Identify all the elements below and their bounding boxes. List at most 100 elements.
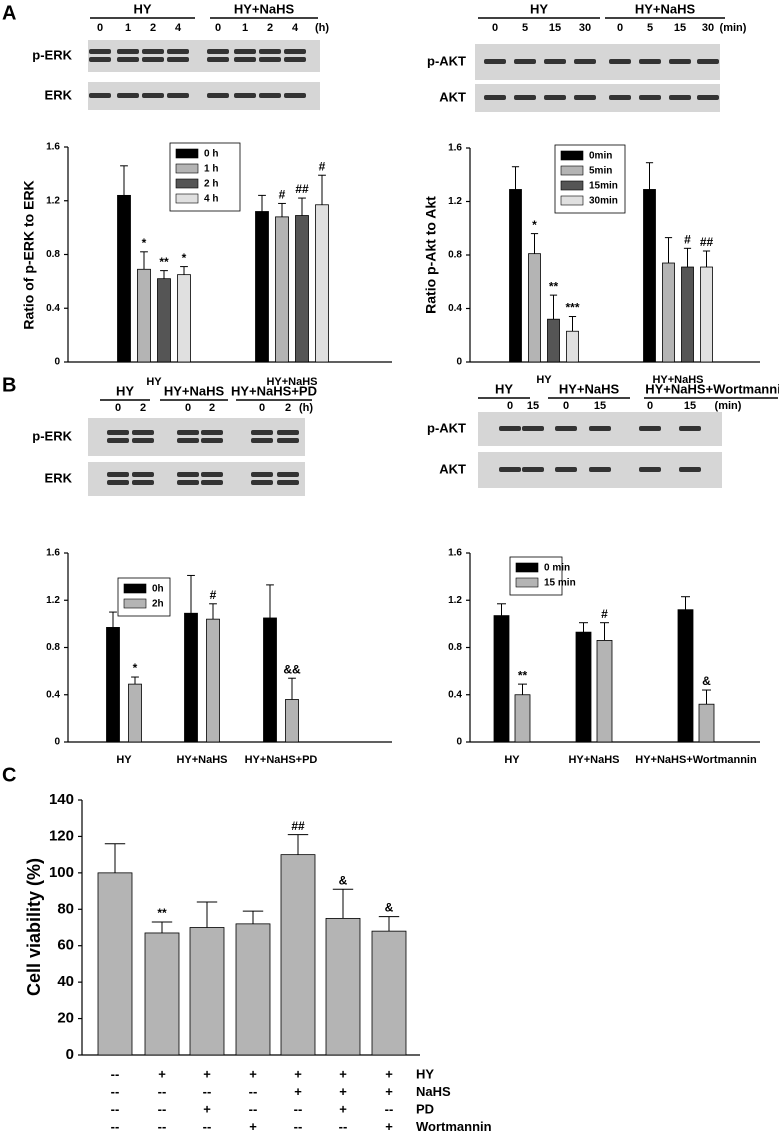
blot-group-label: HY+NaHS+PD [231,383,317,398]
y-tick-label: 1.2 [46,595,60,606]
lane-label: 5 [522,22,528,34]
y-tick-label: 1.6 [46,548,60,559]
lane-label: 2 [267,22,273,34]
legend-swatch [560,150,584,161]
legend-swatch [560,165,584,176]
legend-label: 15 min [544,578,576,589]
blot-band [544,95,566,100]
bar [698,703,715,743]
blot-row-label: p-ERK [32,428,72,443]
significance-label: * [142,236,147,250]
blot-row-label: p-AKT [427,53,466,68]
lane-label: 4 [292,22,299,34]
blot-band [117,49,139,54]
legend-label: 30min [589,196,618,207]
blot-band [201,438,223,443]
bar [643,189,656,363]
blot-band [259,49,281,54]
bar [677,609,694,743]
y-tick-label: 0.4 [46,303,60,314]
bar [325,917,361,1056]
significance-label: # [210,588,217,602]
bar [144,932,180,1056]
x-tick-label: HY [116,754,132,766]
bar [662,262,675,363]
legend-label: 0 h [204,149,218,160]
significance-label: # [684,232,691,246]
treatment-mark: -- [203,1084,212,1099]
significance-label: & [385,901,394,915]
lane-label: 1 [242,22,248,34]
treatment-name: Wortmannin [416,1119,492,1134]
lane-label: 0 [617,22,623,34]
legend-label: 0h [152,584,164,595]
blot-band [639,95,661,100]
blot-band [89,49,111,54]
y-tick-label: 0.8 [46,249,60,260]
lane-unit: (h) [315,22,329,34]
blot-band [522,426,544,431]
treatment-mark: -- [249,1101,258,1116]
blot-band [277,480,299,485]
treatment-name: PD [416,1101,434,1116]
x-tick-label: HY [504,754,520,766]
blot-band [107,438,129,443]
bar [235,923,271,1056]
y-tick-label: 120 [49,827,74,844]
bar [596,640,613,743]
lane-label: 15 [684,400,696,412]
treatment-mark: -- [203,1119,212,1134]
x-tick-label: HY+NaHS+Wortmannin [635,754,757,766]
treatment-mark: -- [158,1119,167,1134]
lane-label: 30 [579,22,591,34]
lane-label: 5 [647,22,653,34]
blot-band [132,472,154,477]
lane-label: 2 [285,402,291,414]
legend-label: 15min [589,181,618,192]
blot-band [589,426,611,431]
significance-label: * [133,661,138,675]
treatment-mark: + [294,1066,302,1081]
bar [137,268,151,363]
legend-swatch [175,148,199,159]
bar [106,627,120,743]
blot-band [669,59,691,64]
lane-label: 0 [563,400,569,412]
treatment-mark: -- [339,1119,348,1134]
y-axis-label: Ratio of p-ERK to ERK [21,180,37,329]
blot-group-label: HY+NaHS [234,1,295,16]
legend-label: 0min [589,151,612,162]
blot-image [88,40,320,72]
bar [206,618,220,743]
blot-band [251,472,273,477]
bar [255,211,269,363]
treatment-mark: + [203,1066,211,1081]
y-axis-label: Ratio p-Akt to Akt [423,196,439,314]
lane-unit: (h) [299,402,313,414]
blot-band [499,426,521,431]
y-tick-label: 60 [57,937,74,954]
bar [189,927,225,1056]
y-tick-label: 0 [54,737,60,748]
blot-band [107,430,129,435]
legend-label: 1 h [204,164,218,175]
legend-swatch [515,577,539,588]
lane-label: 2 [150,22,156,34]
y-tick-label: 1.2 [46,195,60,206]
blot-band [679,467,701,472]
bar [493,615,510,743]
blot-band [574,95,596,100]
y-tick-label: 0 [66,1046,74,1063]
x-tick-label: HY+NaHS [652,374,703,386]
significance-label: & [339,873,348,887]
treatment-mark: -- [294,1119,303,1134]
y-tick-label: 1.6 [448,548,462,559]
treatment-mark: + [339,1084,347,1099]
y-tick-label: 0.4 [46,689,60,700]
blot-band [277,430,299,435]
blot-band [207,93,229,98]
bar [177,274,191,363]
blot-band [277,472,299,477]
significance-label: ## [700,235,714,249]
blot-band [251,430,273,435]
